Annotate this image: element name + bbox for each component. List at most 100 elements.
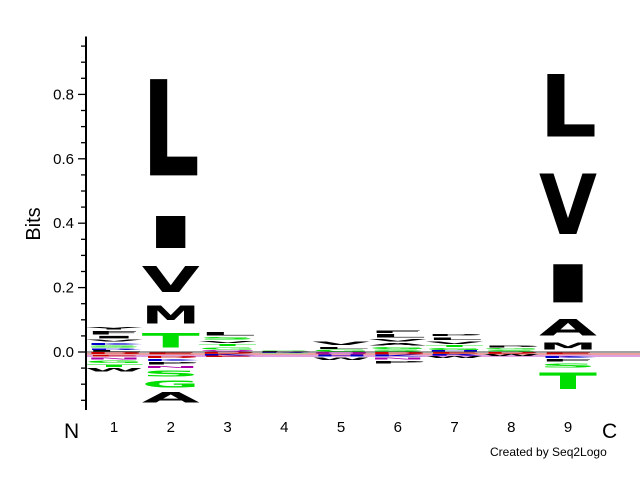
letter-stacks: LRSKVIFYDENGTWTMVILEDKPNSGAQGTVSLDKEPSRC… <box>84 53 598 406</box>
logo-letter-E: E <box>426 352 484 354</box>
y-tick-label: 0.0 <box>53 344 74 361</box>
logo-letter-E: E <box>142 352 200 355</box>
x-axis-labels: 1 2 3 4 5 6 7 8 9 <box>110 419 572 436</box>
y-axis-title: Bits <box>23 207 45 240</box>
logo-letter-Y: Y <box>84 327 143 331</box>
logo-letter-L: L <box>312 346 370 349</box>
y-tick-label: 0.8 <box>53 86 74 103</box>
logo-letter-L: L <box>426 337 484 341</box>
logo-letter-W: W <box>482 354 540 357</box>
logo-letter-A: A <box>142 390 200 406</box>
position-label: 7 <box>450 419 458 436</box>
logo-letter-I: I <box>85 335 143 339</box>
logo-letter-I: I <box>539 254 597 315</box>
logo-letter-P: P <box>255 351 313 352</box>
logo-letter-L: L <box>142 53 200 207</box>
logo-letter-P: P <box>426 334 484 337</box>
logo-letter-T: T <box>142 330 200 353</box>
logo-letter-S: S <box>369 349 427 352</box>
logo-letter-S: S <box>539 362 597 368</box>
logo-letter-D: D <box>85 352 143 355</box>
y-tick-label: 0.2 <box>53 280 74 297</box>
logo-letter-T: T <box>539 369 598 395</box>
logo-letter-S: S <box>482 350 540 352</box>
logo-letter-W: W <box>426 356 484 359</box>
logo-letter-A: A <box>369 342 427 346</box>
logo-letter-G: G <box>312 349 370 352</box>
logo-letter-V: V <box>85 339 143 342</box>
y-tick-label: 0.6 <box>53 151 74 168</box>
logo-letter-N: N <box>142 366 200 369</box>
logo-letter-V: V <box>426 341 484 345</box>
logo-letter-Q: Q <box>199 350 257 352</box>
logo-letter-L: L <box>369 334 427 339</box>
logo-letter-G: G <box>482 348 540 350</box>
logo-letter-M: M <box>142 300 200 329</box>
logo-letter-V: V <box>142 259 201 300</box>
logo-letter-F: F <box>369 330 427 334</box>
logo-letter-K: K <box>85 342 143 345</box>
position-label: 9 <box>564 419 572 436</box>
logo-letter-H: H <box>312 355 370 358</box>
logo-letter-K: K <box>539 355 597 358</box>
y-tick-label: 0.4 <box>53 215 74 232</box>
logo-letter-R: R <box>255 352 313 353</box>
logo-letter-R: R <box>426 354 484 356</box>
position-label: 8 <box>507 419 515 436</box>
position-label: 2 <box>167 419 175 436</box>
c-terminal-label: C <box>602 420 617 443</box>
logo-letter-P: P <box>482 346 540 349</box>
logo-letter-L: L <box>199 332 257 337</box>
logo-letter-N: N <box>85 357 143 360</box>
logo-letter-N: N <box>369 357 427 360</box>
logo-letter-S: S <box>199 337 257 341</box>
position-label: 1 <box>110 419 118 436</box>
logo-letter-S: S <box>142 369 200 379</box>
logo-letter-T: T <box>199 344 257 347</box>
zero-baseline-layer <box>86 351 640 357</box>
logo-letter-W: W <box>312 357 370 361</box>
logo-letter-T: T <box>426 345 484 348</box>
logo-letter-E: E <box>539 352 597 355</box>
logo-letter-E: E <box>85 355 143 357</box>
logo-letter-P: P <box>142 362 200 366</box>
logo-letter-K: K <box>199 354 257 356</box>
logo-letter-G: G <box>199 347 257 350</box>
logo-letter-V: V <box>199 340 257 343</box>
logo-letter-L: L <box>539 57 597 157</box>
logo-letter-Q: Q <box>312 352 370 355</box>
logo-letter-A: A <box>539 316 597 342</box>
logo-letter-S: S <box>255 350 313 351</box>
logo-letter-S: S <box>85 346 143 349</box>
logo-letter-D: D <box>142 355 200 358</box>
logo-letter-F: F <box>85 330 143 335</box>
n-terminal-label: N <box>64 420 79 443</box>
logo-letter-D: D <box>199 352 257 354</box>
position-label: 4 <box>280 419 288 436</box>
logo-letter-V: V <box>369 338 427 342</box>
logo-letter-R: R <box>85 348 143 350</box>
position-label: 6 <box>394 419 402 436</box>
logo-letter-E: E <box>199 356 257 358</box>
position-label: 3 <box>223 419 231 436</box>
logo-letter-V: V <box>539 158 597 254</box>
logo-letter-C: C <box>255 353 313 354</box>
logo-letter-H: H <box>426 350 484 352</box>
logo-letter-K: K <box>142 358 200 361</box>
credit-text: Created by Seq2Logo <box>490 445 607 459</box>
logo-letter-P: P <box>369 360 427 364</box>
logo-letter-D: D <box>369 352 427 355</box>
y-axis: 0.0 0.2 0.4 0.6 0.8 <box>53 36 87 410</box>
logo-letter-G: G <box>369 346 427 349</box>
logo-letter-I: I <box>142 208 200 259</box>
logo-letter-W: W <box>85 368 143 373</box>
logo-letter-G: G <box>426 348 484 351</box>
logo-letter-T: T <box>85 364 143 368</box>
logo-letter-K: K <box>369 355 427 358</box>
logo-letter-F: F <box>539 358 597 362</box>
logo-letter-L: L <box>85 350 143 352</box>
logo-letter-M: M <box>539 341 597 352</box>
position-label: 5 <box>337 419 345 436</box>
logo-letter-G: G <box>142 378 200 389</box>
